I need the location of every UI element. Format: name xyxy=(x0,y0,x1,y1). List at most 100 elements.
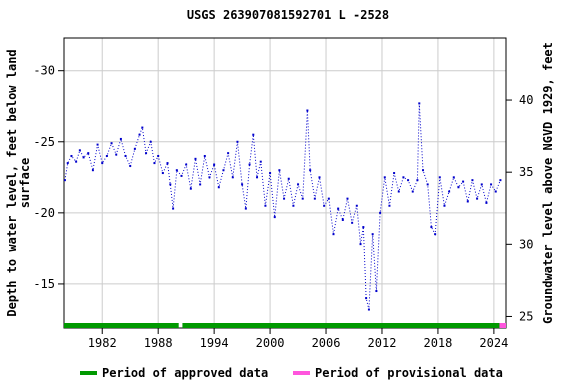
data-point xyxy=(269,172,272,175)
data-point xyxy=(402,176,405,179)
data-point xyxy=(252,133,255,136)
data-point xyxy=(70,154,73,157)
data-point xyxy=(66,162,69,165)
data-point xyxy=(203,154,206,157)
data-point xyxy=(119,137,122,140)
data-point xyxy=(426,183,429,186)
data-point xyxy=(448,190,451,193)
data-point xyxy=(244,207,247,210)
data-point xyxy=(443,204,446,207)
x-tick-label: 2018 xyxy=(423,336,452,350)
y-tick-label: -30 xyxy=(33,64,55,78)
data-point xyxy=(259,160,262,163)
data-point xyxy=(248,163,251,166)
x-tick-label: 1982 xyxy=(88,336,117,350)
y2-tick-label: 25 xyxy=(519,309,533,323)
y-tick-label: -20 xyxy=(33,206,55,220)
y-tick-label: -25 xyxy=(33,135,55,149)
data-point xyxy=(388,204,391,207)
data-point xyxy=(115,153,118,156)
x-tick-label: 1988 xyxy=(144,336,173,350)
x-tick-label: 2006 xyxy=(312,336,341,350)
data-point xyxy=(355,204,358,207)
data-point xyxy=(153,162,156,165)
data-point xyxy=(278,169,281,172)
data-point xyxy=(256,176,259,179)
data-point xyxy=(217,186,220,189)
legend-label: Period of provisional data xyxy=(315,366,503,380)
data-point xyxy=(438,176,441,179)
legend-label: Period of approved data xyxy=(102,366,268,380)
period-bar xyxy=(499,323,506,328)
data-point xyxy=(149,140,152,143)
data-point xyxy=(273,216,276,219)
data-point xyxy=(82,156,85,159)
data-point xyxy=(430,226,433,229)
data-point xyxy=(397,190,400,193)
data-point xyxy=(452,176,455,179)
data-point xyxy=(231,176,234,179)
data-point xyxy=(476,197,479,200)
y2-tick-label: 40 xyxy=(519,93,533,107)
data-point xyxy=(292,204,295,207)
data-point xyxy=(213,163,216,166)
data-point xyxy=(301,197,304,200)
data-point xyxy=(180,174,183,177)
y2-tick-label: 35 xyxy=(519,165,533,179)
y-tick-label: -15 xyxy=(33,277,55,291)
data-point xyxy=(145,152,148,155)
data-point xyxy=(236,140,239,143)
data-point xyxy=(133,147,136,150)
data-point xyxy=(490,183,493,186)
data-point xyxy=(494,190,497,193)
data-point xyxy=(87,152,90,155)
data-point xyxy=(124,154,127,157)
data-point xyxy=(365,297,368,300)
y2-tick-label: 30 xyxy=(519,237,533,251)
data-point xyxy=(172,207,175,210)
data-point xyxy=(466,200,469,203)
data-point xyxy=(416,179,419,182)
data-point xyxy=(287,177,290,180)
data-point xyxy=(341,218,344,221)
data-point xyxy=(407,179,410,182)
data-point xyxy=(110,142,113,145)
data-point xyxy=(411,190,414,193)
data-point xyxy=(129,164,132,167)
data-point xyxy=(222,169,225,172)
period-bar xyxy=(182,323,500,328)
data-point xyxy=(169,183,172,186)
data-point xyxy=(241,183,244,186)
x-tick-label: 1994 xyxy=(200,336,229,350)
data-point xyxy=(422,169,425,172)
x-tick-label: 2000 xyxy=(256,336,285,350)
data-point xyxy=(185,163,188,166)
data-point xyxy=(480,183,483,186)
data-point xyxy=(471,179,474,182)
data-point xyxy=(138,133,141,136)
data-point xyxy=(78,149,81,152)
data-point xyxy=(327,197,330,200)
data-point xyxy=(485,201,488,204)
data-point xyxy=(63,179,66,182)
data-point xyxy=(297,183,300,186)
x-tick-label: 2024 xyxy=(479,336,508,350)
data-point xyxy=(306,109,309,112)
data-point xyxy=(264,204,267,207)
data-point xyxy=(418,102,421,105)
data-point xyxy=(383,176,386,179)
data-point xyxy=(75,160,78,163)
chart-title: USGS 263907081592701 L -2528 xyxy=(187,8,389,22)
data-point xyxy=(393,172,396,175)
data-point xyxy=(379,211,382,214)
data-point xyxy=(362,226,365,229)
data-point xyxy=(332,233,335,236)
plot-frame xyxy=(63,37,507,329)
data-point xyxy=(313,197,316,200)
x-tick-label: 2012 xyxy=(368,336,397,350)
data-point xyxy=(199,183,202,186)
data-point xyxy=(208,176,211,179)
data-point xyxy=(91,169,94,172)
data-point xyxy=(499,179,502,182)
